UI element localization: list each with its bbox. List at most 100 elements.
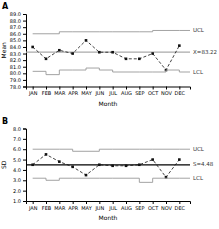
panel-label: B <box>2 117 8 126</box>
tick-mark <box>59 201 60 204</box>
tick-label: SEP <box>135 205 144 211</box>
y-axis-title: SD <box>0 160 7 169</box>
data-point <box>98 51 101 54</box>
tick-mark <box>46 87 47 90</box>
tick-mark <box>23 27 26 28</box>
tick-label: 78.0 <box>10 84 21 90</box>
tick-mark <box>23 73 26 74</box>
data-point <box>85 39 88 42</box>
x-tick: JUL <box>108 201 117 211</box>
y-tick: 2.0 <box>13 188 26 194</box>
tick-label: DEC <box>175 90 186 96</box>
tick-mark <box>23 14 26 15</box>
limit-line-extension <box>179 30 190 31</box>
tick-mark <box>23 67 26 68</box>
tick-mark <box>59 87 60 90</box>
y-tick: 84.0 <box>10 44 26 50</box>
data-point <box>31 163 34 166</box>
x-tick: MAR <box>54 87 66 97</box>
tick-mark <box>46 201 47 204</box>
tick-mark <box>23 149 26 150</box>
x-tick: AUG <box>121 87 132 97</box>
tick-mark <box>23 129 26 130</box>
data-point <box>45 153 48 156</box>
tick-label: DEC <box>175 205 186 211</box>
data-point <box>138 58 141 61</box>
tick-mark <box>23 54 26 55</box>
data-point <box>111 51 114 54</box>
tick-mark <box>33 87 34 90</box>
y-tick: 85.0 <box>10 37 26 43</box>
y-axis-title: Mean <box>0 42 7 59</box>
tick-mark <box>166 201 167 204</box>
line-label: LCL <box>193 175 204 181</box>
tick-label: 2.0 <box>13 188 21 194</box>
tick-label: JUL <box>108 90 117 96</box>
data-line <box>33 154 180 177</box>
y-tick: 86.0 <box>10 31 26 37</box>
tick-label: 1.0 <box>13 198 21 204</box>
y-tick: 87.0 <box>10 24 26 30</box>
tick-mark <box>86 87 87 90</box>
tick-label: JUL <box>108 205 117 211</box>
data-point <box>178 44 181 47</box>
tick-mark <box>166 87 167 90</box>
tick-label: SEP <box>135 90 144 96</box>
data-point <box>31 46 34 49</box>
x-tick: APR <box>68 87 78 97</box>
x-tick: OCT <box>148 201 159 211</box>
axis-line <box>23 129 27 202</box>
y-tick: 83.0 <box>10 51 26 57</box>
tick-label: FEB <box>42 205 52 211</box>
data-point <box>58 160 61 163</box>
tick-mark <box>23 60 26 61</box>
panel: 1.02.03.04.05.06.07.08.0JANFEBMARAPRMAYJ… <box>0 117 214 222</box>
data-point <box>125 164 128 167</box>
tick-label: MAR <box>54 90 66 96</box>
chart: 78.079.080.081.082.083.084.085.086.087.0… <box>0 0 219 229</box>
tick-mark <box>126 87 127 90</box>
limit-line-extension <box>179 72 190 73</box>
tick-label: 7.0 <box>13 136 21 142</box>
line-label: LCL <box>193 69 204 75</box>
data-point <box>85 174 88 177</box>
x-tick: OCT <box>148 87 159 97</box>
limit-line <box>33 30 180 33</box>
tick-label: 8.0 <box>13 126 21 132</box>
tick-label: JUN <box>94 205 104 211</box>
tick-mark <box>23 40 26 41</box>
data-point <box>178 158 181 161</box>
tick-mark <box>23 201 26 202</box>
x-tick: MAY <box>81 87 92 97</box>
x-axis: JANFEBMARAPRMAYJUNJULAUGSEPOCTNOVDEC <box>27 87 191 97</box>
data-point <box>98 163 101 166</box>
y-tick: 4.0 <box>13 167 26 173</box>
data-point <box>45 58 48 61</box>
tick-label: 85.0 <box>10 37 21 43</box>
tick-mark <box>23 160 26 161</box>
tick-mark <box>23 34 26 35</box>
y-axis: 78.079.080.081.082.083.084.085.086.087.0… <box>10 11 27 90</box>
data-point <box>71 52 74 55</box>
tick-label: 87.0 <box>10 24 21 30</box>
y-tick: 7.0 <box>13 136 26 142</box>
x-tick: FEB <box>42 201 52 211</box>
tick-label: 81.0 <box>10 64 21 70</box>
tick-label: AUG <box>121 205 132 211</box>
plot-area <box>26 149 190 182</box>
tick-label: OCT <box>148 90 159 96</box>
y-axis: 1.02.03.04.05.06.07.08.0 <box>13 126 26 205</box>
tick-mark <box>99 87 100 90</box>
tick-mark <box>126 201 127 204</box>
axis-line <box>23 15 27 88</box>
tick-label: 6.0 <box>13 146 21 152</box>
x-tick: JUN <box>94 87 104 97</box>
x-tick: NOV <box>161 201 173 211</box>
y-tick: 78.0 <box>10 84 26 90</box>
limit-line-extension <box>179 149 190 150</box>
tick-label: 79.0 <box>10 77 21 83</box>
tick-label: JAN <box>28 90 38 96</box>
tick-label: MAY <box>81 205 92 211</box>
x-tick: MAR <box>54 201 66 211</box>
data-line <box>33 40 180 70</box>
